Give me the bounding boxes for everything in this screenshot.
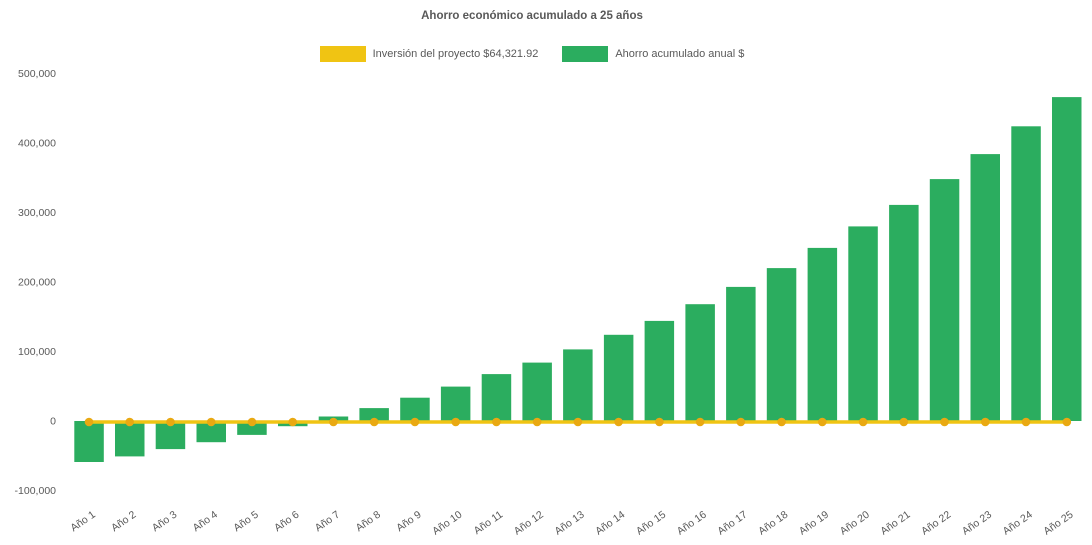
x-tick-label: Año 9	[394, 509, 423, 535]
legend-label-savings: Ahorro acumulado anual $	[615, 48, 745, 60]
x-tick-label: Año 24	[1001, 509, 1035, 538]
investment-line-marker	[84, 417, 94, 427]
investment-line-marker	[736, 417, 746, 427]
savings-swatch	[562, 46, 609, 62]
investment-line-marker	[369, 417, 379, 427]
bar-año-2	[115, 421, 145, 457]
y-tick-label: 300,000	[18, 207, 56, 219]
investment-line-marker	[614, 417, 623, 427]
y-tick-label: -100,000	[15, 485, 57, 497]
y-tick-label: 200,000	[18, 277, 56, 289]
x-tick-label: Año 23	[960, 509, 994, 538]
chart-title: Ahorro económico acumulado a 25 años	[421, 10, 643, 22]
bar-año-17	[726, 286, 756, 421]
investment-line-marker	[899, 417, 909, 427]
x-tick-label: Año 11	[472, 509, 506, 538]
bar-año-1	[74, 421, 104, 462]
bar-año-18	[766, 268, 797, 421]
investment-line-marker	[410, 417, 420, 427]
bar-año-9	[400, 397, 430, 421]
bar-año-21	[889, 204, 919, 421]
investment-line-marker	[329, 417, 338, 427]
x-tick-label: Año 25	[1041, 509, 1075, 538]
investment-line-marker	[1021, 417, 1031, 427]
x-tick-label: Año 7	[313, 509, 342, 535]
bar-año-8	[359, 408, 389, 421]
x-tick-label: Año 8	[354, 509, 383, 535]
investment-line-marker	[206, 417, 216, 427]
bar-año-20	[848, 226, 878, 421]
investment-line-marker	[166, 417, 175, 427]
x-tick-label: Año 5	[231, 509, 260, 535]
y-tick-label: 500,000	[18, 68, 56, 80]
x-tick-label: Año 22	[919, 509, 953, 538]
x-tick-label: Año 21	[878, 509, 912, 538]
x-tick-label: Año 17	[715, 509, 749, 538]
legend: Inversión del proyecto $64,321.92 Ahorro…	[0, 46, 1064, 62]
y-tick-label: 100,000	[18, 346, 56, 358]
x-tick-label: Año 18	[756, 509, 790, 538]
bar-año-11	[481, 374, 512, 421]
legend-item-savings[interactable]: Ahorro acumulado anual $	[562, 46, 744, 62]
bar-año-5	[237, 421, 267, 435]
bar-año-13	[563, 349, 593, 421]
bar-año-16	[685, 304, 715, 421]
bar-año-22	[929, 179, 960, 421]
x-tick-label: Año 4	[191, 509, 220, 535]
investment-line-marker	[1062, 417, 1072, 427]
x-tick-label: Año 10	[430, 509, 464, 538]
investment-line-marker	[125, 417, 134, 427]
investment-line-marker	[777, 417, 786, 427]
investment-line-marker	[573, 417, 583, 427]
y-tick-label: 0	[50, 416, 56, 428]
investment-line-marker	[940, 417, 949, 427]
bar-año-24	[1011, 126, 1041, 422]
bar-año-14	[603, 334, 634, 421]
x-tick-label: Año 3	[150, 509, 179, 535]
x-tick-label: Año 12	[512, 509, 546, 538]
y-tick-label: 400,000	[18, 138, 56, 150]
x-tick-label: Año 13	[552, 509, 586, 538]
x-tick-label: Año 20	[838, 509, 872, 538]
investment-line-marker	[532, 417, 542, 427]
investment-line-marker	[451, 417, 461, 427]
bar-año-10	[440, 386, 471, 421]
legend-label-investment: Inversión del proyecto $64,321.92	[372, 48, 539, 60]
investment-line-marker	[981, 417, 990, 427]
bar-año-12	[522, 362, 552, 421]
legend-item-investment[interactable]: Inversión del proyecto $64,321.92	[319, 46, 539, 62]
x-tick-label: Año 2	[109, 509, 138, 535]
investment-line-marker	[695, 417, 705, 427]
bar-año-4	[196, 421, 226, 443]
investment-swatch	[319, 46, 366, 62]
investment-line-marker	[247, 417, 257, 427]
x-tick-label: Año 1	[68, 509, 97, 535]
x-tick-label: Año 6	[272, 509, 301, 535]
x-tick-label: Año 19	[797, 509, 831, 538]
bar-año-19	[807, 247, 838, 421]
x-tick-label: Año 15	[634, 509, 668, 538]
x-tick-label: Año 16	[675, 509, 709, 538]
investment-line-marker	[858, 417, 868, 427]
investment-line-marker	[288, 417, 298, 427]
investment-line-marker	[818, 417, 827, 427]
bar-año-15	[644, 320, 675, 421]
bar-año-25	[1052, 97, 1082, 421]
x-tick-label: Año 14	[593, 509, 627, 538]
investment-line-marker	[492, 417, 501, 427]
bar-año-23	[970, 154, 1000, 421]
investment-line-marker	[655, 417, 664, 427]
